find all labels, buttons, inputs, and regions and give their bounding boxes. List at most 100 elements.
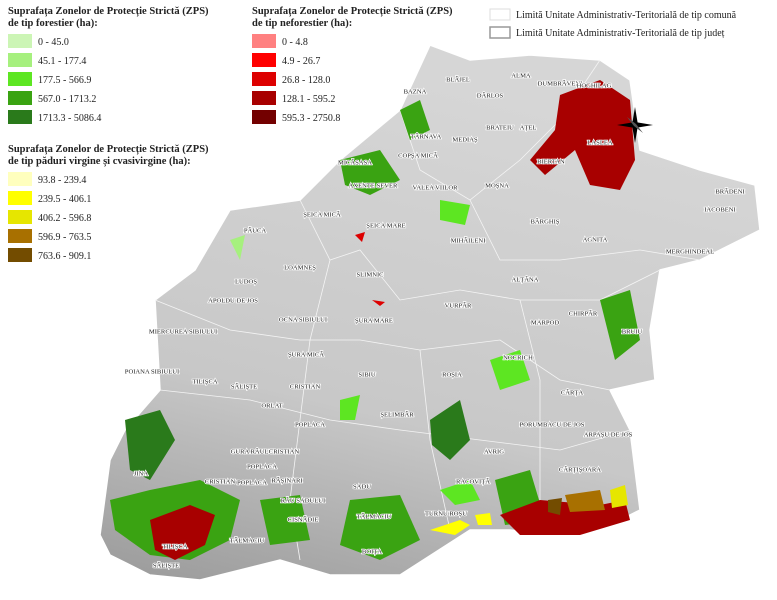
boundary-label: Limită Unitate Administrativ-Teritorială… bbox=[516, 10, 737, 21]
place-label: POPLACA bbox=[237, 480, 267, 487]
legend-swatch bbox=[252, 72, 276, 86]
place-label: AGNITA bbox=[583, 237, 608, 244]
legend-title: de tip forestier (ha): bbox=[8, 18, 98, 29]
legend-swatch bbox=[8, 34, 32, 48]
place-label: ORLAT bbox=[261, 403, 282, 410]
place-label: BAZNA bbox=[404, 89, 427, 96]
place-label: SADU bbox=[353, 484, 371, 491]
legend-swatch bbox=[252, 34, 276, 48]
place-label: JINA bbox=[134, 471, 149, 478]
place-label: BLĂJEL bbox=[446, 76, 470, 84]
place-label: SIBIU bbox=[358, 372, 375, 379]
place-label: ȘEICA MARE bbox=[366, 223, 405, 230]
place-label: CÂRȚIȘOARA bbox=[559, 466, 601, 474]
place-label: ȘEICA MICĂ bbox=[303, 211, 341, 219]
place-label: RACOVIȚĂ bbox=[456, 478, 490, 486]
place-label: TĂLMACIU bbox=[230, 537, 265, 545]
place-label: HOGHILAG bbox=[577, 83, 612, 90]
virgin-forest-zones bbox=[430, 485, 628, 535]
place-label: BÂRGHIȘ bbox=[531, 218, 560, 226]
legend-label: 763.6 - 909.1 bbox=[38, 251, 91, 262]
legend-label: 4.9 - 26.7 bbox=[282, 56, 320, 67]
place-label: TILIȘCA bbox=[192, 379, 218, 386]
place-label: LOAMNEȘ bbox=[284, 265, 316, 272]
place-label: ȘURA MARE bbox=[355, 318, 393, 325]
legend-label: 45.1 - 177.4 bbox=[38, 56, 86, 67]
legend-label: 406.2 - 596.8 bbox=[38, 213, 91, 224]
legend-label: 567.0 - 1713.2 bbox=[38, 94, 96, 105]
place-label: LUDOȘ bbox=[235, 279, 257, 286]
place-label: AXENTE SEVER bbox=[349, 183, 399, 190]
place-label: AVRIG bbox=[484, 449, 504, 456]
place-label: MICĂSASA bbox=[338, 159, 372, 167]
place-label: POIANA SIBIULUI bbox=[125, 369, 179, 376]
legend-swatch bbox=[8, 210, 32, 224]
legend-title: Suprafața Zonelor de Protecție Strictă (… bbox=[8, 6, 209, 17]
legend-swatch bbox=[8, 248, 32, 262]
legend-label: 128.1 - 595.2 bbox=[282, 94, 335, 105]
legend-swatch bbox=[8, 53, 32, 67]
legend-label: 1713.3 - 5086.4 bbox=[38, 113, 101, 124]
legend-label: 93.8 - 239.4 bbox=[38, 175, 86, 186]
place-label: GURA RÂULUI bbox=[231, 448, 276, 456]
place-label: SĂLIȘTE bbox=[153, 562, 179, 570]
place-label: SĂLIȘTE bbox=[231, 383, 257, 391]
place-label: PORUMBACU DE JOS bbox=[520, 422, 585, 429]
boundary-swatch bbox=[489, 26, 511, 39]
place-label: AȚEL bbox=[520, 125, 537, 132]
legend-swatch bbox=[8, 110, 32, 124]
place-label: BOIȚA bbox=[362, 549, 382, 556]
legend-label: 177.5 - 566.9 bbox=[38, 75, 91, 86]
legend-swatch bbox=[8, 91, 32, 105]
place-label: VALEA VIILOR bbox=[413, 185, 459, 192]
place-label: DUMBRĂVENI bbox=[538, 80, 583, 88]
place-label: MOȘNA bbox=[485, 183, 509, 190]
legend-swatch bbox=[252, 53, 276, 67]
nonforest-zones bbox=[150, 80, 635, 560]
place-label: RĂU SADULUI bbox=[281, 497, 326, 505]
legend-swatch bbox=[252, 110, 276, 124]
legend-label: 596.9 - 763.5 bbox=[38, 232, 91, 243]
place-label: PĂUCA bbox=[244, 227, 267, 235]
legend-swatch bbox=[252, 91, 276, 105]
place-label: RĂȘINARI bbox=[271, 477, 302, 485]
place-label: VURPĂR bbox=[445, 302, 472, 310]
place-label: BRUIU bbox=[622, 329, 643, 336]
place-label: ROȘIA bbox=[442, 372, 462, 379]
place-label: BIERTAN bbox=[537, 159, 565, 166]
boundary-swatch bbox=[489, 8, 511, 21]
place-label: MIHĂILENI bbox=[451, 237, 486, 245]
place-label: TÂRNAVA bbox=[411, 133, 442, 141]
legend-label: 0 - 4.8 bbox=[282, 37, 308, 48]
place-label: BRATEIU bbox=[486, 125, 514, 132]
place-label: ARPAȘU DE JOS bbox=[584, 432, 633, 439]
place-label: CRISTIAN bbox=[205, 479, 236, 486]
legend-swatch bbox=[8, 229, 32, 243]
legend-swatch bbox=[8, 191, 32, 205]
legend-title: Suprafața Zonelor de Protecție Strictă (… bbox=[252, 6, 453, 17]
legend-label: 239.5 - 406.1 bbox=[38, 194, 91, 205]
legend-label: 26.8 - 128.0 bbox=[282, 75, 330, 86]
boundary-label: Limită Unitate Administrativ-Teritorială… bbox=[516, 28, 725, 39]
legend-label: 0 - 45.0 bbox=[38, 37, 69, 48]
place-label: CRISTIAN bbox=[290, 384, 321, 391]
place-label: IACOBENI bbox=[704, 207, 736, 214]
place-label: TURNU ROȘU bbox=[425, 511, 467, 518]
place-label: MARPOD bbox=[531, 320, 559, 327]
place-label: APOLDU DE JOS bbox=[208, 298, 258, 305]
place-label: MIERCUREA SIBIULUI bbox=[149, 329, 217, 336]
place-label: LASLEA bbox=[587, 140, 613, 147]
legend-title: de tip neforestier (ha): bbox=[252, 18, 352, 29]
place-label: MEDIAȘ bbox=[452, 137, 478, 144]
place-label: SLIMNIC bbox=[356, 272, 384, 279]
place-label: CHIRPĂR bbox=[569, 310, 598, 318]
place-label: ALȚÂNA bbox=[511, 276, 538, 284]
place-label: TILIȘCA bbox=[162, 544, 188, 551]
place-label: ALMA bbox=[511, 73, 531, 80]
place-label: ȘELIMBĂR bbox=[380, 411, 414, 419]
legend-title: de tip păduri virgine și cvasivirgine (h… bbox=[8, 156, 191, 167]
place-label: MERGHINDEAL bbox=[666, 249, 714, 256]
place-label: POPLACA bbox=[247, 464, 277, 471]
